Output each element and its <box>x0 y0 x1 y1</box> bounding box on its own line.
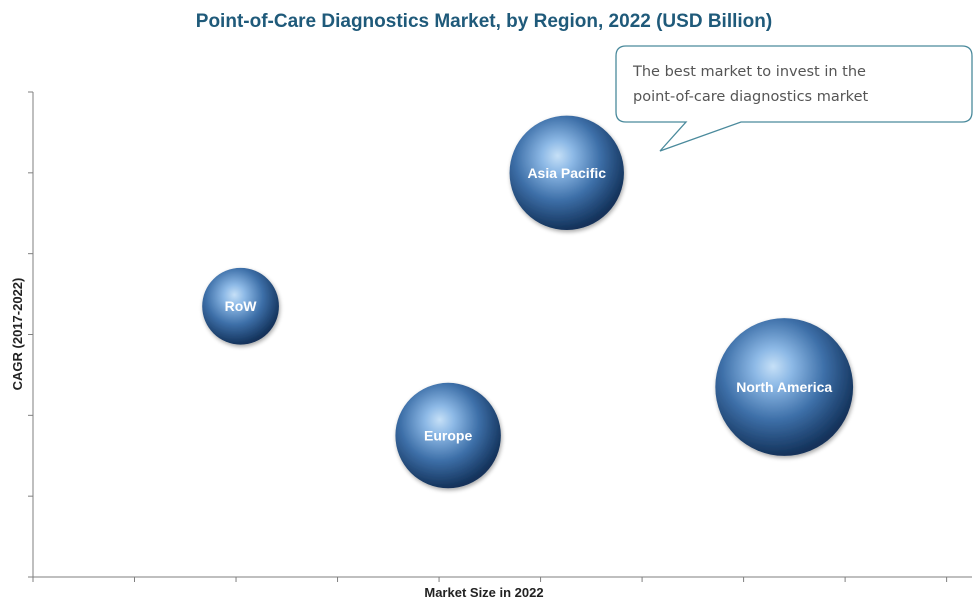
bubble-mark <box>202 267 279 345</box>
bubbles: RoW Europe Asia Pacific North America <box>202 115 854 489</box>
bubble-label: North America <box>736 379 832 395</box>
bubble-mark <box>509 115 624 231</box>
y-axis-label: CAGR (2017-2022) <box>10 278 25 391</box>
axes <box>28 91 972 582</box>
bubble-label: Europe <box>424 428 472 444</box>
bubble-label: Asia Pacific <box>527 165 606 181</box>
bubble-mark <box>715 318 854 456</box>
x-axis-label: Market Size in 2022 <box>424 585 543 600</box>
callout-box <box>615 45 973 152</box>
callout-annotation: The best market to invest in the point-of… <box>615 45 973 152</box>
bubble-mark <box>395 382 501 489</box>
bubble-asia-pacific: Asia Pacific <box>509 115 624 231</box>
bubble-row: RoW <box>202 267 279 345</box>
bubble-north-america: North America <box>715 318 854 456</box>
callout-text-line: point-of-care diagnostics market <box>633 89 868 105</box>
bubble-label: RoW <box>225 298 258 314</box>
chart-title: Point-of-Care Diagnostics Market, by Reg… <box>196 11 772 32</box>
bubble-europe: Europe <box>395 382 501 489</box>
callout-text-line: The best market to invest in the <box>632 64 866 80</box>
